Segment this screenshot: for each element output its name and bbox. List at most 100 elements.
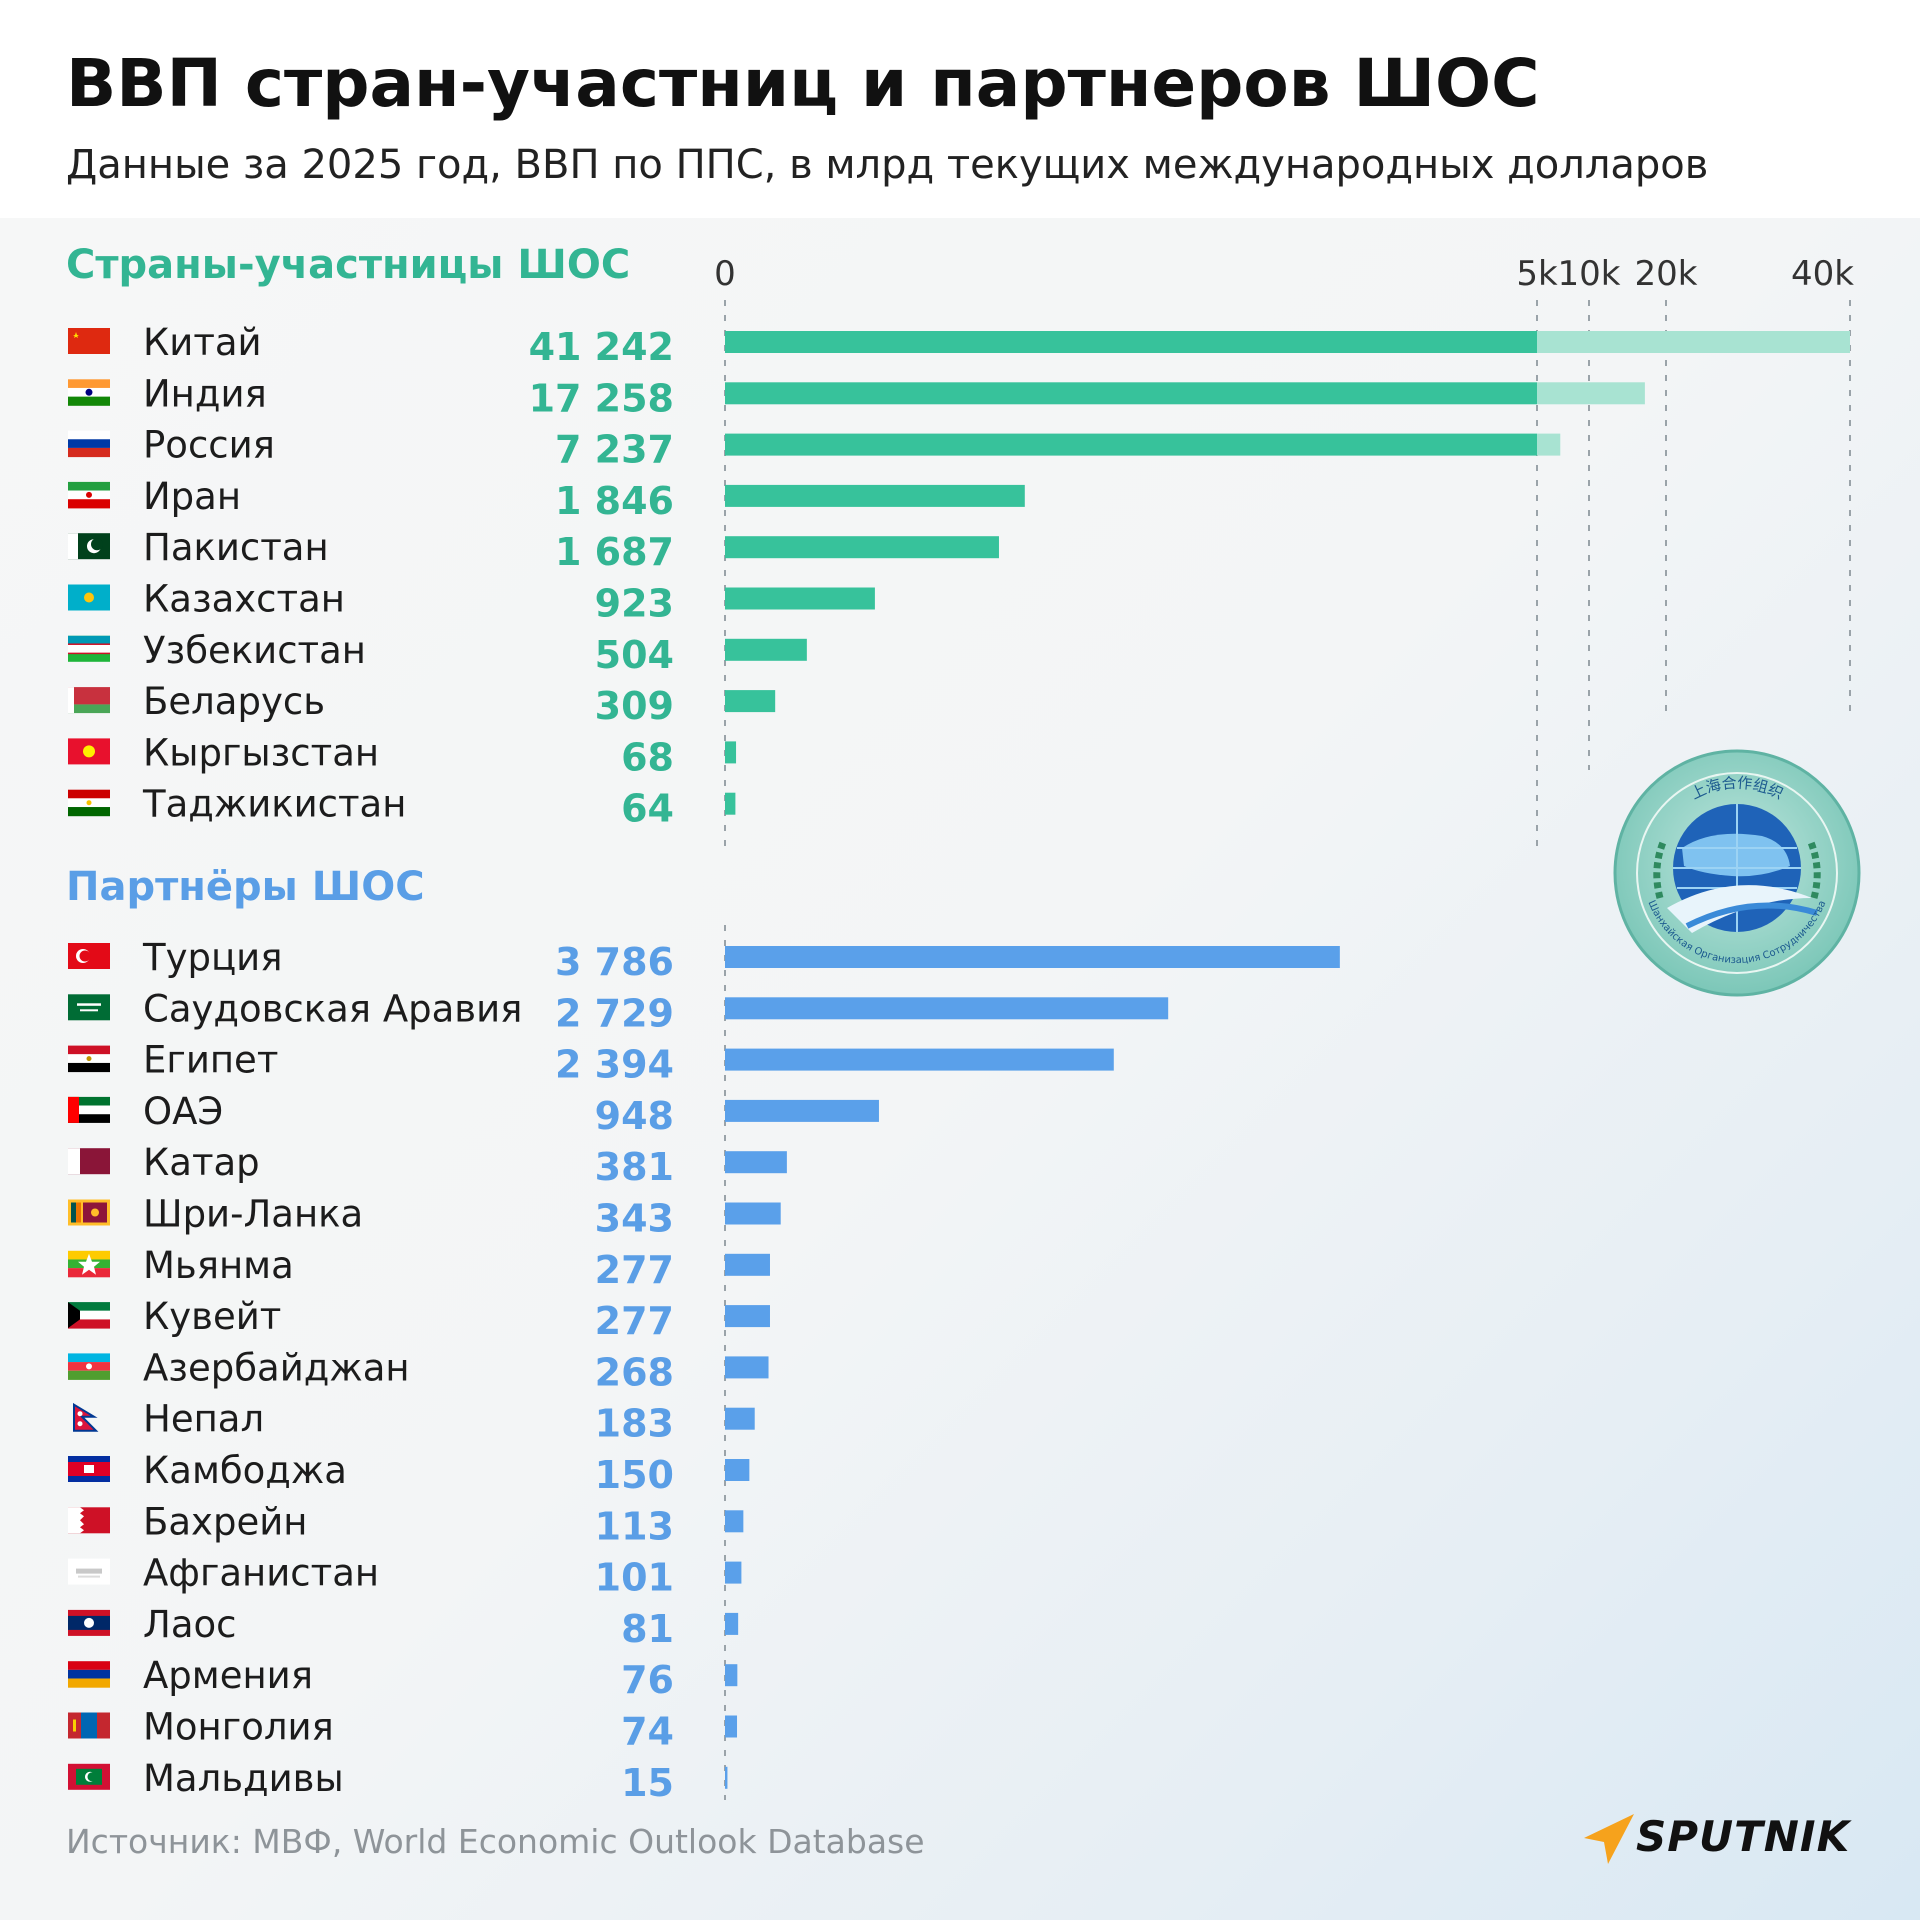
category-label: Кувейт <box>143 1295 281 1338</box>
chart-row: Казахстан 923 <box>143 578 875 626</box>
chart-row: Афганистан 101 <box>143 1552 742 1600</box>
flag-china-icon <box>68 328 110 354</box>
bar-overflow <box>1537 382 1645 405</box>
flag-india-icon <box>68 379 110 406</box>
chart-row: Монголия 74 <box>143 1706 738 1754</box>
category-label: Катар <box>143 1141 260 1184</box>
value-label: 81 <box>621 1607 674 1651</box>
sputnik-mark-icon <box>1584 1814 1634 1864</box>
chart-row: Шри-Ланка 343 <box>143 1193 781 1241</box>
members-section-title: Страны-участницы ШОС <box>66 242 631 288</box>
category-label: ОАЭ <box>143 1090 223 1133</box>
bar <box>725 1305 770 1328</box>
flag-maldives-icon <box>68 1763 110 1790</box>
flag-bahrain-icon <box>68 1507 110 1534</box>
axis-tick-label: 5k <box>1516 254 1558 294</box>
bar <box>725 1253 770 1276</box>
flag-armenia-icon <box>68 1661 110 1688</box>
category-label: Казахстан <box>143 578 345 621</box>
category-label: Камбоджа <box>143 1449 347 1492</box>
chart-row: Пакистан 1 687 <box>143 526 999 574</box>
chart-row: Мьянма 277 <box>143 1244 770 1292</box>
flag-pakistan-icon <box>68 533 110 560</box>
bar <box>725 382 1537 405</box>
chart-row: Армения 76 <box>143 1654 738 1702</box>
bar <box>725 690 776 713</box>
category-label: Китай <box>143 321 262 364</box>
value-label: 183 <box>595 1402 674 1446</box>
value-label: 150 <box>595 1453 674 1497</box>
category-label: Монголия <box>143 1706 334 1749</box>
bar <box>725 741 737 764</box>
flag-kuwait-icon <box>68 1302 110 1329</box>
flag-nepal-icon <box>73 1402 99 1432</box>
category-label: Беларусь <box>143 680 325 723</box>
chart-row: ОАЭ 948 <box>143 1090 879 1138</box>
bar <box>725 1715 738 1738</box>
value-label: 948 <box>595 1094 674 1138</box>
flag-myanmar-icon <box>68 1250 110 1278</box>
chart-row: Египет 2 394 <box>143 1039 1114 1087</box>
value-label: 7 237 <box>555 428 674 472</box>
chart-row: Камбоджа 150 <box>143 1449 750 1497</box>
bar <box>725 1459 750 1481</box>
flag-qatar-icon <box>68 1148 110 1175</box>
axis-tick-label: 0 <box>714 254 736 294</box>
chart-row: Таджикистан 64 <box>142 783 736 831</box>
chart-row: Мальдивы 15 <box>143 1757 728 1805</box>
bar <box>725 484 1025 507</box>
value-label: 64 <box>621 787 674 831</box>
chart-row: Турция 3 786 <box>142 936 1340 984</box>
flag-uzbekistan-icon <box>68 635 110 662</box>
page-title: ВВП стран-участниц и партнеров ШОС <box>66 45 1540 122</box>
partners-section-title: Партнёры ШОС <box>66 864 425 910</box>
bar <box>725 1099 879 1122</box>
bar <box>725 1510 744 1533</box>
chart-row: Узбекистан 504 <box>143 629 807 677</box>
bar-overflow <box>1537 433 1561 456</box>
value-label: 3 786 <box>555 940 674 984</box>
flag-tajikistan-icon <box>68 789 110 817</box>
category-label: Саудовская Аравия <box>143 987 522 1030</box>
flag-mongolia-icon <box>68 1712 110 1739</box>
value-label: 343 <box>595 1197 674 1241</box>
bar <box>725 1407 755 1430</box>
chart-row: Бахрейн 113 <box>143 1500 744 1548</box>
bar <box>725 1766 728 1789</box>
flag-azerbaijan-icon <box>68 1353 110 1380</box>
value-label: 101 <box>595 1556 674 1600</box>
sputnik-wordmark: SPUTNIK <box>1636 1812 1851 1861</box>
value-label: 277 <box>595 1248 674 1292</box>
source-note: Источник: МВФ, World Economic Outlook Da… <box>66 1822 925 1861</box>
value-label: 76 <box>621 1658 674 1702</box>
flag-afghanistan-icon <box>68 1558 110 1585</box>
category-label: Непал <box>143 1398 264 1441</box>
bar <box>725 792 736 815</box>
bar <box>725 587 875 610</box>
category-label: Таджикистан <box>142 783 406 826</box>
value-label: 923 <box>595 582 674 626</box>
header: ВВП стран-участниц и партнеров ШОС Данны… <box>0 0 1920 218</box>
value-label: 17 258 <box>529 376 674 420</box>
category-label: Армения <box>143 1654 313 1697</box>
axis-tick-label: 10k <box>1558 254 1621 294</box>
category-label: Россия <box>143 424 275 467</box>
chart-row: Беларусь 309 <box>143 680 776 728</box>
chart-row: Иран 1 846 <box>143 475 1025 523</box>
category-label: Пакистан <box>143 526 329 569</box>
flag-sri-lanka-icon <box>68 1199 110 1226</box>
category-label: Кыргызстан <box>143 731 379 774</box>
chart-row: Индия 17 258 <box>143 372 1645 420</box>
category-label: Узбекистан <box>143 629 366 672</box>
chart-row: Непал 183 <box>143 1398 755 1446</box>
bar <box>725 1664 738 1687</box>
page-subtitle: Данные за 2025 год, ВВП по ППС, в млрд т… <box>66 142 1709 188</box>
chart-row: Саудовская Аравия 2 729 <box>143 987 1169 1035</box>
bar <box>725 1048 1114 1071</box>
flag-russia-icon <box>68 430 110 458</box>
value-label: 68 <box>621 735 674 779</box>
value-label: 268 <box>595 1350 674 1394</box>
bar <box>725 1561 742 1584</box>
value-label: 504 <box>595 633 674 677</box>
